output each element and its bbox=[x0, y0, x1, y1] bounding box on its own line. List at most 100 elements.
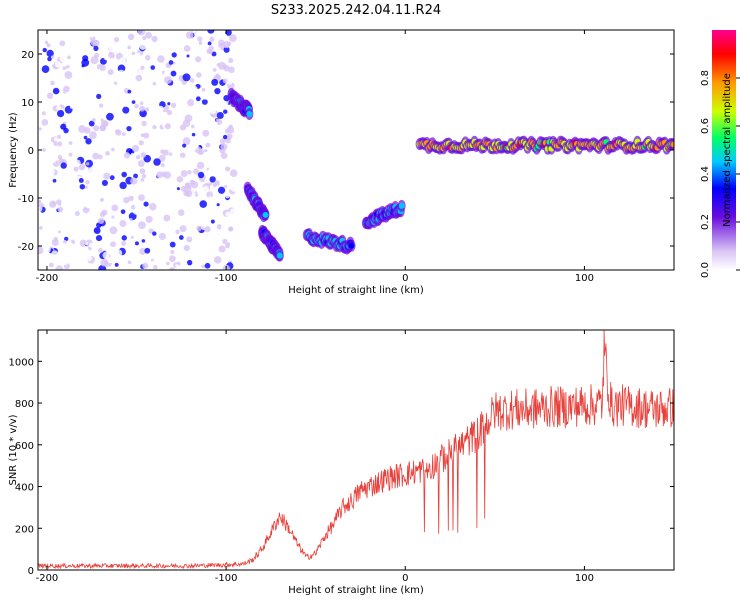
heatmap-cell bbox=[41, 65, 50, 74]
heatmap-cell bbox=[38, 199, 42, 204]
heatmap-cell bbox=[115, 129, 122, 136]
colorbar-tick-label: 0.0 bbox=[700, 262, 711, 278]
heatmap-cell bbox=[140, 152, 147, 158]
heatmap-cell bbox=[56, 105, 62, 111]
heatmap-cell bbox=[120, 209, 126, 215]
heatmap-cell bbox=[182, 137, 191, 146]
heatmap-x-axis-label: Height of straight line (km) bbox=[288, 285, 424, 296]
heatmap-cell bbox=[178, 156, 182, 161]
heatmap-x-ticks: -200 -100 0 100 bbox=[36, 30, 594, 284]
heatmap-cell bbox=[196, 132, 204, 140]
heatmap-cell bbox=[192, 49, 197, 54]
heatmap-cell bbox=[109, 226, 118, 235]
heatmap-cell bbox=[163, 171, 172, 179]
heatmap-cell bbox=[131, 51, 136, 56]
heatmap-cell bbox=[180, 170, 188, 178]
heatmap-cell bbox=[202, 94, 208, 100]
heatmap-cell bbox=[46, 43, 51, 48]
heatmap-cell bbox=[66, 51, 72, 57]
heatmap-cell bbox=[77, 197, 84, 204]
heatmap-cell bbox=[135, 34, 140, 39]
heatmap-cell bbox=[209, 36, 215, 42]
colorbar-tick-label: 0.4 bbox=[700, 166, 711, 182]
x-tick-label: 0 bbox=[402, 573, 408, 584]
heatmap-cell bbox=[44, 40, 49, 45]
heatmap-cell bbox=[46, 82, 50, 86]
heatmap-cell bbox=[67, 180, 72, 185]
heatmap-cell bbox=[186, 236, 193, 243]
heatmap-cell bbox=[78, 163, 86, 171]
heatmap-cell bbox=[197, 148, 205, 156]
heatmap-cell bbox=[139, 248, 147, 255]
heatmap-cell bbox=[57, 98, 64, 105]
heatmap-cell bbox=[68, 191, 77, 200]
heatmap-cell bbox=[191, 132, 196, 137]
heatmap-cell bbox=[222, 64, 227, 69]
x-tick-label: -200 bbox=[36, 273, 59, 284]
heatmap-cell bbox=[92, 117, 96, 122]
heatmap-cell bbox=[114, 262, 119, 267]
heatmap-cell bbox=[173, 114, 177, 118]
heatmap-cell bbox=[104, 196, 112, 204]
heatmap-cell bbox=[224, 184, 228, 189]
heatmap-cell bbox=[216, 111, 224, 120]
heatmap-cell bbox=[78, 178, 84, 183]
heatmap-cell bbox=[160, 163, 165, 168]
heatmap-cell bbox=[196, 242, 200, 247]
heatmap-cell bbox=[51, 158, 56, 164]
heatmap-cell bbox=[40, 259, 45, 264]
heatmap-cell bbox=[79, 99, 84, 104]
heatmap-cell bbox=[101, 76, 105, 80]
heatmap-cell bbox=[168, 60, 174, 65]
colorbar-tick-label: 0.2 bbox=[700, 214, 711, 230]
heatmap-cell bbox=[192, 30, 197, 33]
heatmap-cell bbox=[105, 217, 110, 222]
heatmap-cell bbox=[147, 42, 152, 47]
heatmap-cell bbox=[98, 248, 103, 253]
heatmap-cell bbox=[42, 148, 46, 152]
heatmap-cell bbox=[121, 115, 128, 123]
heatmap-cell bbox=[130, 152, 135, 156]
heatmap-cell bbox=[166, 197, 171, 202]
heatmap-cell bbox=[228, 124, 233, 129]
heatmap-cell bbox=[142, 50, 148, 56]
heatmap-cell bbox=[53, 236, 58, 242]
heatmap-cell bbox=[218, 245, 226, 253]
y-tick-label: -20 bbox=[18, 242, 34, 253]
heatmap-cell bbox=[222, 134, 228, 140]
heatmap-cell bbox=[52, 178, 57, 183]
heatmap-cell bbox=[126, 203, 135, 212]
heatmap-cell bbox=[100, 258, 108, 267]
heatmap-cell bbox=[204, 112, 209, 117]
heatmap-cell bbox=[190, 159, 194, 163]
heatmap-cell bbox=[226, 220, 233, 228]
heatmap-cell bbox=[229, 169, 238, 177]
heatmap-cell bbox=[178, 235, 184, 240]
heatmap-cell bbox=[89, 131, 97, 139]
heatmap-cell bbox=[62, 259, 68, 266]
heatmap-cell bbox=[178, 197, 182, 202]
heatmap-cell bbox=[214, 88, 221, 95]
heatmap-cell bbox=[119, 57, 127, 64]
snr-x-axis-label: Height of straight line (km) bbox=[288, 585, 424, 596]
heatmap-cell bbox=[185, 31, 194, 39]
y-tick-label: 200 bbox=[15, 524, 34, 535]
heatmap-cell bbox=[73, 166, 79, 172]
heatmap-cell bbox=[139, 42, 147, 50]
heatmap-cell bbox=[132, 144, 140, 152]
heatmap-cell bbox=[156, 171, 164, 179]
heatmap-cell bbox=[216, 205, 224, 213]
heatmap-cell bbox=[38, 233, 45, 241]
heatmap-cell bbox=[201, 88, 206, 92]
heatmap-cell bbox=[143, 132, 150, 139]
heatmap-cell bbox=[214, 180, 220, 186]
heatmap-cell bbox=[169, 266, 176, 270]
heatmap-cell bbox=[205, 256, 210, 260]
heatmap-cell bbox=[102, 251, 110, 259]
heatmap-cell bbox=[178, 56, 185, 63]
heatmap-cell bbox=[92, 40, 97, 45]
heatmap-cell bbox=[127, 89, 132, 94]
heatmap-cell bbox=[134, 241, 139, 246]
heatmap-cell bbox=[206, 217, 211, 223]
heatmap-cell bbox=[348, 242, 355, 249]
